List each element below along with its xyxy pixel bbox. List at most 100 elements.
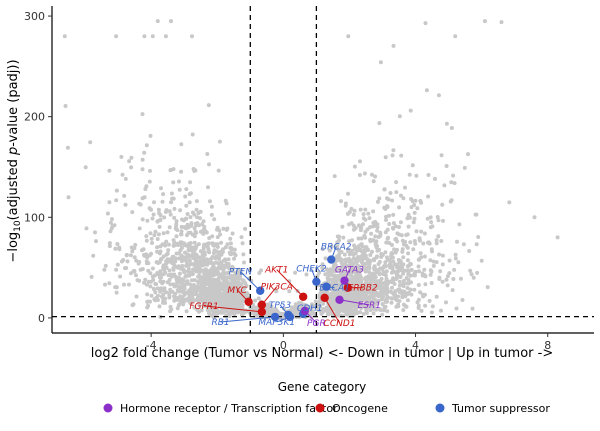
background-point bbox=[428, 268, 433, 273]
background-point bbox=[347, 248, 351, 252]
background-point bbox=[178, 266, 183, 271]
background-point bbox=[117, 247, 122, 252]
connector-line bbox=[324, 297, 340, 324]
background-point bbox=[384, 283, 388, 287]
background-point bbox=[229, 277, 234, 281]
background-point bbox=[384, 269, 389, 274]
background-point bbox=[223, 245, 228, 250]
background-point bbox=[219, 266, 224, 271]
background-point bbox=[160, 199, 165, 204]
gene-label-myc: MYC bbox=[227, 286, 247, 296]
background-point bbox=[205, 308, 210, 313]
background-point bbox=[194, 264, 199, 269]
background-point bbox=[383, 155, 388, 160]
background-point bbox=[309, 305, 314, 310]
background-point bbox=[439, 308, 443, 313]
gene-label-tp53: TP53 bbox=[269, 301, 292, 311]
background-point bbox=[429, 281, 434, 285]
background-point bbox=[391, 259, 396, 264]
background-point bbox=[88, 140, 93, 145]
background-point bbox=[148, 168, 152, 173]
background-point bbox=[395, 239, 400, 244]
background-point bbox=[367, 216, 372, 221]
background-point bbox=[385, 196, 389, 201]
background-point bbox=[190, 210, 195, 215]
background-point bbox=[196, 295, 200, 300]
background-point bbox=[156, 272, 161, 277]
background-point bbox=[293, 270, 298, 275]
background-point bbox=[142, 150, 147, 155]
background-point bbox=[222, 294, 226, 299]
background-point bbox=[190, 34, 194, 39]
background-point bbox=[222, 275, 227, 280]
x-tick-label: 8 bbox=[544, 339, 551, 352]
background-point bbox=[396, 304, 401, 309]
background-point bbox=[379, 251, 384, 256]
background-point bbox=[390, 243, 394, 247]
background-point bbox=[348, 303, 353, 308]
background-point bbox=[396, 294, 401, 299]
background-point bbox=[408, 262, 413, 267]
background-point bbox=[360, 244, 365, 249]
background-point bbox=[122, 193, 127, 198]
background-point bbox=[405, 281, 410, 286]
background-point bbox=[172, 272, 177, 277]
background-point bbox=[218, 292, 222, 297]
background-point bbox=[366, 211, 371, 216]
background-point bbox=[166, 242, 171, 247]
background-point bbox=[192, 305, 197, 310]
background-point bbox=[140, 267, 145, 271]
background-point bbox=[442, 183, 447, 188]
background-point bbox=[394, 190, 399, 195]
background-point bbox=[416, 283, 421, 287]
background-point bbox=[412, 239, 417, 243]
background-point bbox=[383, 250, 388, 255]
background-point bbox=[342, 252, 347, 257]
background-point bbox=[385, 236, 390, 241]
background-point bbox=[405, 245, 410, 250]
background-point bbox=[426, 240, 431, 245]
background-point bbox=[224, 285, 229, 290]
background-point bbox=[235, 295, 240, 300]
background-point bbox=[461, 242, 466, 247]
background-point bbox=[323, 272, 328, 277]
background-point bbox=[361, 212, 366, 217]
background-point bbox=[444, 277, 449, 282]
background-point bbox=[455, 239, 459, 244]
background-point bbox=[214, 254, 219, 259]
background-point bbox=[216, 298, 221, 302]
background-point bbox=[158, 249, 163, 254]
background-point bbox=[429, 310, 434, 315]
background-point bbox=[369, 231, 374, 236]
background-point bbox=[373, 234, 378, 239]
background-point bbox=[187, 192, 192, 197]
background-point bbox=[374, 223, 379, 227]
background-point bbox=[202, 224, 207, 229]
background-point bbox=[230, 231, 235, 236]
background-point bbox=[397, 205, 402, 210]
background-point bbox=[404, 304, 409, 309]
background-point bbox=[177, 271, 182, 276]
background-point bbox=[186, 296, 191, 301]
background-point bbox=[405, 216, 410, 221]
background-point bbox=[179, 169, 184, 174]
background-point bbox=[114, 198, 119, 203]
background-point bbox=[375, 228, 380, 233]
background-point bbox=[133, 242, 138, 247]
gene-label-erbb2: ERBB2 bbox=[348, 284, 378, 294]
background-point bbox=[150, 216, 155, 221]
background-point bbox=[206, 302, 211, 307]
background-point bbox=[224, 278, 229, 282]
background-point bbox=[394, 298, 399, 302]
background-point bbox=[400, 249, 405, 254]
background-point bbox=[189, 278, 194, 283]
y-tick-label: 200 bbox=[24, 111, 45, 124]
background-point bbox=[240, 241, 245, 246]
background-point bbox=[156, 207, 161, 212]
background-point bbox=[157, 275, 162, 280]
background-point bbox=[202, 288, 207, 293]
background-point bbox=[108, 220, 113, 225]
background-point bbox=[219, 310, 223, 315]
background-point bbox=[210, 255, 215, 259]
background-point bbox=[176, 275, 181, 280]
